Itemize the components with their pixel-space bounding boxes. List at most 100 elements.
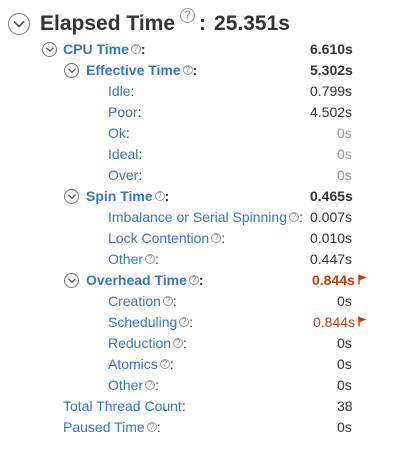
over-row: Over : 0s: [0, 165, 415, 186]
ok-colon: :: [125, 125, 130, 141]
cpu-time-row: CPU Time ? : 6.610s: [0, 39, 415, 60]
spin-time-value: 0.465s: [310, 188, 353, 204]
help-icon[interactable]: ?: [130, 44, 141, 54]
chevron-down-icon[interactable]: [64, 63, 79, 78]
help-icon[interactable]: ?: [145, 380, 156, 390]
scheduling-colon: :: [189, 314, 194, 330]
ok-row: Ok : 0s: [0, 123, 415, 144]
idle-label[interactable]: Idle: [108, 83, 131, 99]
lock-contention-label[interactable]: Lock Contention: [108, 230, 210, 246]
chevron-down-icon[interactable]: [8, 13, 30, 35]
help-icon[interactable]: ?: [154, 191, 165, 201]
poor-value: 4.502s: [310, 104, 353, 120]
lock-contention-colon: :: [221, 230, 226, 246]
help-icon[interactable]: ?: [162, 296, 173, 306]
spin-other-label[interactable]: Other: [108, 251, 144, 267]
elapsed-time-value: 25.351s: [214, 12, 290, 35]
ideal-value: 0s: [337, 146, 352, 162]
idle-colon: :: [130, 83, 135, 99]
flag-icon[interactable]: [358, 272, 367, 288]
imbalance-label[interactable]: Imbalance or Serial Spinning: [108, 209, 287, 225]
chevron-down-icon[interactable]: [64, 189, 79, 204]
atomics-value: 0s: [337, 356, 352, 372]
effective-time-colon: :: [192, 62, 198, 78]
creation-label[interactable]: Creation: [108, 293, 161, 309]
reduction-value: 0s: [337, 335, 352, 351]
help-icon[interactable]: ?: [146, 422, 157, 432]
overhead-time-label[interactable]: Overhead Time: [86, 272, 187, 288]
paused-time-label[interactable]: Paused Time: [63, 419, 145, 435]
lock-contention-value: 0.010s: [310, 230, 353, 246]
ok-value: 0s: [337, 125, 352, 141]
cpu-time-value: 6.610s: [310, 41, 353, 57]
overhead-other-row: Other ? : 0s: [0, 375, 415, 396]
atomics-label[interactable]: Atomics: [108, 356, 158, 372]
poor-row: Poor : 4.502s: [0, 102, 415, 123]
spin-time-colon: :: [164, 188, 170, 204]
elapsed-time-colon: :: [199, 12, 207, 35]
scheduling-label[interactable]: Scheduling: [108, 314, 178, 330]
flag-icon[interactable]: [358, 314, 367, 330]
help-icon[interactable]: ?: [145, 254, 156, 264]
spin-other-colon: :: [155, 251, 159, 267]
spin-time-row: Spin Time ? : 0.465s: [0, 186, 415, 207]
reduction-row: Reduction ? : 0s: [0, 333, 415, 354]
help-icon[interactable]: ?: [180, 8, 196, 23]
reduction-label[interactable]: Reduction: [108, 335, 172, 351]
poor-colon: :: [137, 104, 142, 120]
ideal-colon: :: [138, 146, 143, 162]
total-thread-count-colon: :: [181, 398, 186, 414]
ideal-row: Ideal : 0s: [0, 144, 415, 165]
help-icon[interactable]: ?: [159, 359, 170, 369]
atomics-row: Atomics ? : 0s: [0, 354, 415, 375]
overhead-time-row: Overhead Time ? : 0.844s: [0, 270, 415, 291]
imbalance-row: Imbalance or Serial Spinning ? : 0.007s: [0, 207, 415, 228]
spin-other-row: Other ? : 0.447s: [0, 249, 415, 270]
ok-label[interactable]: Ok: [108, 125, 126, 141]
creation-row: Creation ? : 0s: [0, 291, 415, 312]
effective-time-label[interactable]: Effective Time: [86, 62, 181, 78]
overhead-time-colon: :: [198, 272, 204, 288]
overhead-other-colon: :: [155, 377, 159, 393]
effective-time-value: 5.302s: [310, 62, 353, 78]
paused-time-colon: :: [156, 419, 161, 435]
scheduling-value: 0.844s: [313, 314, 356, 330]
paused-time-row: Paused Time ? : 0s: [0, 417, 415, 438]
elapsed-time-header: Elapsed Time ? : 25.351s: [8, 8, 290, 38]
cpu-time-colon: :: [140, 41, 146, 57]
reduction-colon: :: [183, 335, 187, 351]
over-colon: :: [138, 167, 143, 183]
idle-row: Idle : 0.799s: [0, 81, 415, 102]
cpu-time-label[interactable]: CPU Time: [63, 41, 129, 57]
ideal-label[interactable]: Ideal: [108, 146, 139, 162]
spin-time-label[interactable]: Spin Time: [86, 188, 153, 204]
lock-contention-row: Lock Contention ? : 0.010s: [0, 228, 415, 249]
chevron-down-icon[interactable]: [64, 273, 79, 288]
overhead-other-label[interactable]: Other: [108, 377, 144, 393]
overhead-other-value: 0s: [337, 377, 352, 393]
imbalance-value: 0.007s: [310, 209, 353, 225]
total-thread-count-label[interactable]: Total Thread Count: [63, 398, 182, 414]
over-value: 0s: [337, 167, 352, 183]
imbalance-colon: :: [299, 209, 303, 225]
creation-value: 0s: [337, 293, 352, 309]
atomics-colon: :: [169, 356, 174, 372]
help-icon[interactable]: ?: [289, 212, 299, 222]
help-icon[interactable]: ?: [188, 275, 199, 285]
help-icon[interactable]: ?: [173, 338, 184, 348]
chevron-down-icon[interactable]: [42, 42, 57, 57]
over-label[interactable]: Over: [108, 167, 139, 183]
spin-other-value: 0.447s: [310, 251, 353, 267]
elapsed-time-label: Elapsed Time: [40, 12, 176, 35]
creation-colon: :: [172, 293, 177, 309]
help-icon[interactable]: ?: [211, 233, 222, 243]
total-thread-count-row: Total Thread Count : 38: [0, 396, 415, 417]
poor-label[interactable]: Poor: [108, 104, 138, 120]
overhead-time-value: 0.844s: [312, 272, 355, 288]
idle-value: 0.799s: [310, 83, 353, 99]
total-thread-count-value: 38: [337, 398, 353, 414]
scheduling-row: Scheduling ? : 0.844s: [0, 312, 415, 333]
effective-time-row: Effective Time ? : 5.302s: [0, 60, 415, 81]
help-icon[interactable]: ?: [179, 317, 190, 327]
help-icon[interactable]: ?: [182, 65, 193, 75]
